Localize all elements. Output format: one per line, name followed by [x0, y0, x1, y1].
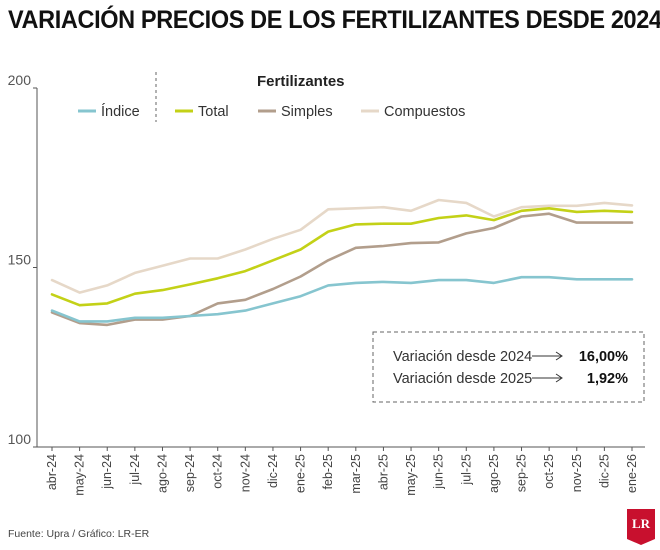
x-tick-label: may-24: [73, 454, 87, 496]
lr-logo: LR: [627, 509, 655, 545]
arrow-head-icon: [555, 373, 563, 383]
legend: Fertilizantes Índice Total Simples Compuesto…: [78, 72, 465, 122]
x-tick-label: may-25: [404, 454, 418, 496]
x-tick-label: jul-24: [128, 454, 142, 486]
x-tick-label: jul-25: [459, 454, 473, 486]
x-tick-label: jun-24: [100, 454, 114, 490]
x-tick-label: oct-25: [542, 454, 556, 489]
legend-title: Fertilizantes: [257, 73, 345, 90]
x-tick-label: nov-24: [238, 454, 252, 492]
chart-title: VARIACIÓN PRECIOS DE LOS FERTILIZANTES D…: [8, 6, 660, 34]
y-tick-label: 150: [8, 252, 32, 268]
variation-label: Variación desde 2024: [393, 349, 532, 365]
x-tick-label: ago-25: [487, 454, 501, 493]
x-axis: abr-24 may-24 jun-24 jul-24 ago-24 sep-24 oct-…: [37, 446, 645, 496]
x-tick-label: dic-24: [266, 454, 280, 488]
x-tick-label: ene-26: [625, 454, 639, 493]
series-line-simples: [50, 212, 634, 327]
x-tick-label: nov-25: [570, 454, 584, 492]
variation-box: Variación desde 2024 16,00% Variación desd…: [372, 331, 645, 403]
series-lines: [50, 198, 634, 327]
variation-label: Variación desde 2025: [393, 371, 532, 387]
x-tick-label: abr-25: [376, 454, 390, 490]
x-tick-label: oct-24: [211, 454, 225, 489]
x-tick-label: dic-25: [597, 454, 611, 488]
y-axis: 100 150 200: [8, 72, 38, 448]
y-tick-label: 100: [8, 431, 32, 447]
x-tick-label: sep-25: [515, 454, 529, 492]
x-tick-label: jun-25: [432, 454, 446, 490]
x-tick-label: ago-24: [155, 454, 169, 493]
x-tick-label: feb-25: [321, 454, 335, 489]
legend-label: Compuestos: [384, 104, 465, 120]
source-note: Fuente: Upra / Gráfico: LR-ER: [8, 528, 150, 540]
series-line-indice: [50, 275, 634, 323]
series-line-total: [50, 207, 634, 307]
y-tick-label: 200: [8, 72, 32, 88]
x-tick-label: abr-24: [45, 454, 59, 490]
x-tick-label: mar-25: [349, 454, 363, 494]
variation-value: 16,00%: [579, 349, 628, 365]
variation-box-frame: [372, 331, 645, 403]
legend-label: Simples: [281, 104, 333, 120]
series-line-compuestos: [50, 198, 634, 294]
variation-value: 1,92%: [587, 371, 628, 387]
arrow-head-icon: [555, 351, 563, 361]
x-tick-label: sep-24: [183, 454, 197, 492]
legend-label: Total: [198, 104, 229, 120]
x-tick-label: ene-25: [294, 454, 308, 493]
legend-label: Índice: [101, 103, 140, 120]
